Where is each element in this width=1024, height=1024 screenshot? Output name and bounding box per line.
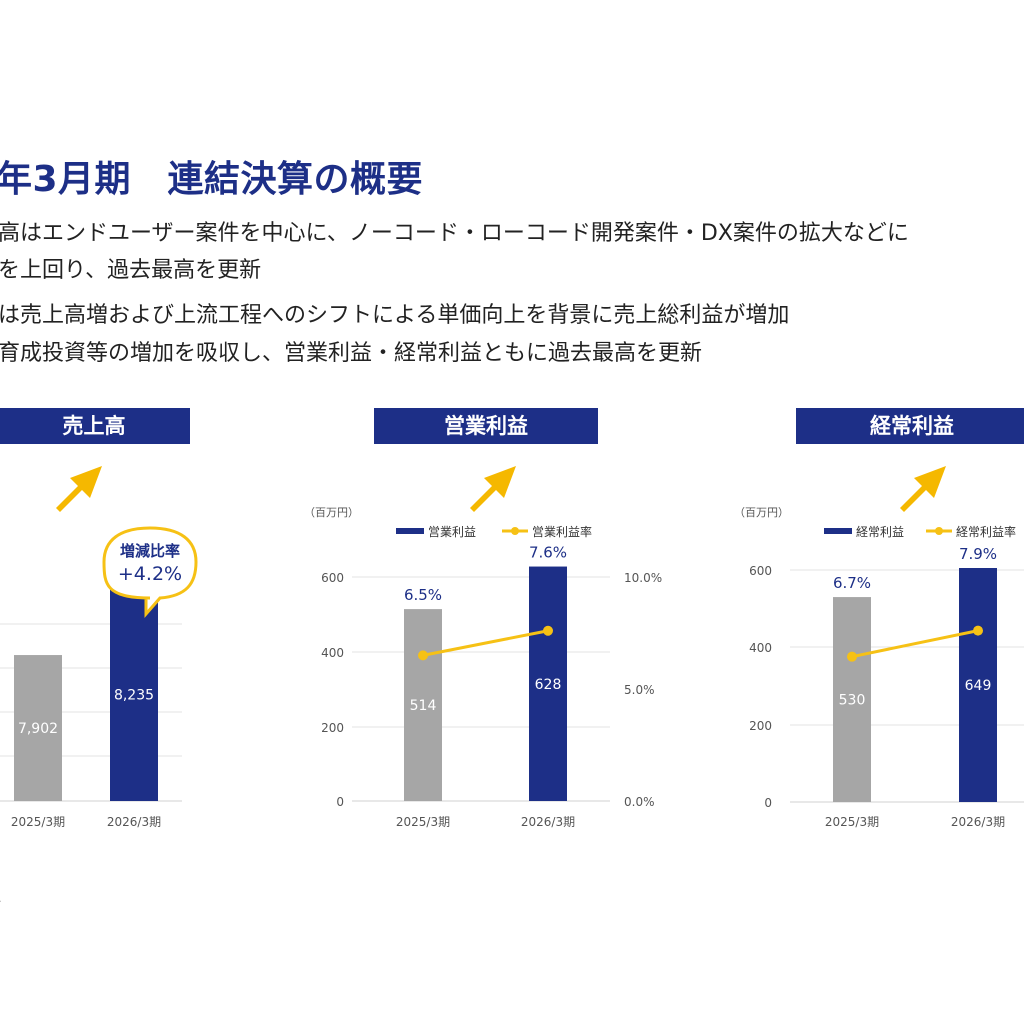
bar-2026 xyxy=(110,588,158,801)
ordinary-profit-chart: （百万円） 経常利益 経常利益率 600 400 200 0 530 649 6… xyxy=(730,490,1024,850)
change-rate-callout xyxy=(102,526,198,618)
rate-label: 7.6% xyxy=(529,544,567,562)
rate-line xyxy=(851,629,979,659)
bar-value-label: 514 xyxy=(410,698,437,714)
bar-value-label: 628 xyxy=(535,677,562,693)
x-tick-label: 2026/3期 xyxy=(521,815,575,829)
legend-label: 経常利益 xyxy=(856,525,904,539)
bar-2025 xyxy=(404,609,442,801)
callout-title: 増減比率 xyxy=(120,542,180,560)
bar-2026 xyxy=(529,566,567,801)
up-arrow-icon xyxy=(900,466,946,512)
y-tick-label: 0 xyxy=(336,795,344,809)
x-tick-label: 2026/3期 xyxy=(951,815,1005,829)
callout-value: +4.2% xyxy=(118,563,182,585)
legend-line-marker xyxy=(935,527,943,535)
sales-chart: 7,902 8,235 2025/3期 2026/3期 増減比率 +4.2% xyxy=(0,490,200,850)
footnote: . xyxy=(0,892,2,905)
y-tick-label: 600 xyxy=(749,564,772,578)
bar-value-label: 649 xyxy=(965,678,992,694)
unit-label: （百万円） xyxy=(734,506,789,519)
page-title: 年3月期 連結決算の概要 xyxy=(0,159,424,200)
rate-label: 7.9% xyxy=(959,545,997,563)
summary-bullet: 高はエンドユーザー案件を中心に、ノーコード・ローコード開発案件・DX案件の拡大な… xyxy=(0,221,909,246)
y-tick-label: 400 xyxy=(749,641,772,655)
y-tick-label: 600 xyxy=(321,571,344,585)
x-tick-label: 2025/3期 xyxy=(11,815,65,829)
y2-tick-label: 10.0% xyxy=(624,571,662,585)
legend-label: 営業利益率 xyxy=(532,524,592,539)
ordinary-profit-chart-svg: （百万円） 経常利益 経常利益率 600 400 200 0 530 649 6… xyxy=(734,506,1024,829)
rate-point xyxy=(847,651,857,662)
legend-line-marker xyxy=(511,527,519,535)
y-tick-label: 0 xyxy=(764,796,772,810)
y-tick-label: 200 xyxy=(749,719,772,733)
rate-label: 6.5% xyxy=(404,586,442,604)
summary-bullet: を上回り、過去最高を更新 xyxy=(0,258,262,283)
summary-bullet: 育成投資等の増加を吸収し、営業利益・経常利益ともに過去最高を更新 xyxy=(0,341,703,366)
rate-point xyxy=(418,650,428,661)
x-tick-label: 2025/3期 xyxy=(396,815,450,829)
bar-value-label: 530 xyxy=(839,693,866,709)
panel-title-ordinary-profit: 経常利益 xyxy=(796,408,1024,444)
summary-bullet: は売上高増および上流工程へのシフトによる単価向上を背景に売上総利益が増加 xyxy=(0,303,790,328)
x-tick-label: 2026/3期 xyxy=(107,815,161,829)
y2-tick-label: 5.0% xyxy=(624,683,655,697)
y-tick-label: 400 xyxy=(321,646,344,660)
x-tick-label: 2025/3期 xyxy=(825,815,879,829)
operating-profit-chart-svg: （百万円） 営業利益 営業利益率 600 400 200 0 10.0% 5.0… xyxy=(304,506,662,829)
rate-point xyxy=(543,625,553,636)
bar-value-label: 7,902 xyxy=(18,721,58,737)
bar-2026 xyxy=(959,568,997,802)
panel-title-sales: 売上高 xyxy=(0,408,190,444)
y-tick-label: 200 xyxy=(321,721,344,735)
legend-bar-swatch xyxy=(824,528,852,534)
unit-label: （百万円） xyxy=(304,506,359,519)
rate-label: 6.7% xyxy=(833,574,871,592)
up-arrow-icon xyxy=(470,466,516,512)
bar-2025 xyxy=(833,597,871,802)
legend-label: 営業利益 xyxy=(428,525,476,539)
bar-2025 xyxy=(14,655,62,801)
operating-profit-chart: （百万円） 営業利益 営業利益率 600 400 200 0 10.0% 5.0… xyxy=(300,490,690,850)
bar-value-label: 8,235 xyxy=(114,688,154,704)
legend-bar-swatch xyxy=(396,528,424,534)
sales-chart-svg: 7,902 8,235 2025/3期 2026/3期 増減比率 +4.2% xyxy=(0,526,198,829)
legend-label: 経常利益率 xyxy=(956,524,1016,539)
y2-tick-label: 0.0% xyxy=(624,795,655,809)
rate-point xyxy=(973,625,983,636)
up-arrow-icon xyxy=(56,466,102,512)
rate-line xyxy=(422,629,549,657)
panel-title-operating-profit: 営業利益 xyxy=(374,408,598,444)
